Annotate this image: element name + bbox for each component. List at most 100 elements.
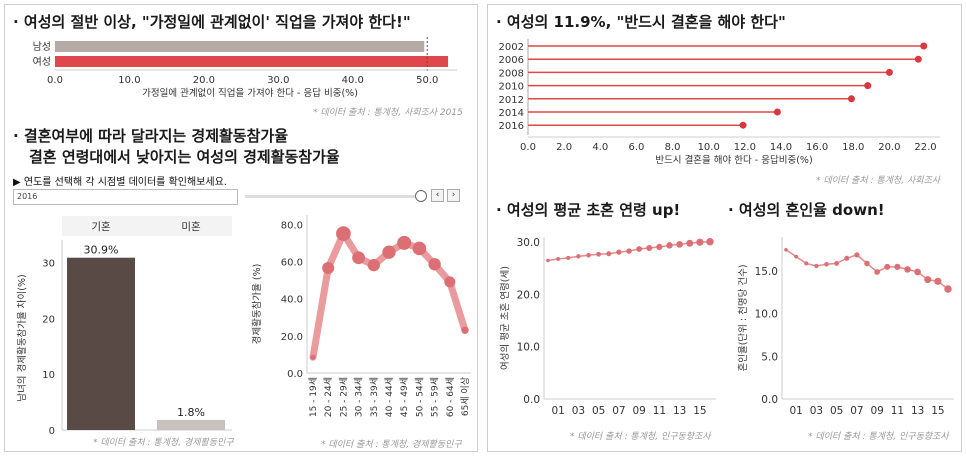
age-y-tick: 0.0 — [287, 369, 303, 380]
marriage-rate-chart: 0.0 5.0 10.0 15.0 01 03 05 07 09 11 13 15 혼인율(단위 : 천… — [737, 237, 954, 417]
marry-x-tick: 14.0 — [770, 142, 792, 153]
marry-x-tick: 4.0 — [592, 142, 608, 153]
marry-x-tick: 6.0 — [628, 142, 644, 153]
firstage-point — [666, 242, 673, 249]
marry-year-label: 2016 — [499, 121, 524, 132]
age-y-tick: 60.0 — [281, 257, 303, 268]
marry-dot — [885, 68, 893, 76]
mrate-y-tick: 0.0 — [761, 394, 778, 406]
must-marry-source: * 데이터 출처 : 통계청, 사회조사 — [816, 176, 941, 186]
age-point — [444, 276, 456, 288]
firstage-x-tick: 09 — [632, 405, 645, 417]
mrate-x-tick: 07 — [850, 405, 863, 417]
marry-dot — [773, 108, 781, 116]
marry-x-tick: 20.0 — [878, 142, 900, 153]
marry-year-label: 2012 — [499, 95, 524, 106]
year-input[interactable]: 2016 — [13, 189, 238, 205]
age-chart-source: * 데이터 출처 : 통계청, 경제활동인구 — [321, 440, 462, 450]
age-point — [322, 261, 335, 275]
marry-dot — [739, 121, 747, 129]
mrate-point — [874, 269, 881, 275]
age-x-tick: 40 - 44세 — [384, 377, 395, 417]
age-x-tick: 25 - 29세 — [338, 377, 349, 417]
marry-x-tick: 2.0 — [556, 142, 572, 153]
marry-dot — [914, 55, 922, 63]
work-category-label: 남성 — [33, 41, 51, 53]
age-point — [336, 226, 351, 241]
firstage-x-tick: 01 — [551, 405, 564, 417]
firstage-x-tick: 11 — [653, 405, 666, 417]
year-slider-handle[interactable] — [415, 190, 427, 202]
age-point — [382, 245, 396, 259]
marry-year-label: 2014 — [499, 108, 524, 119]
age-x-tick: 45 - 49세 — [399, 377, 410, 417]
age-x-tick: 65세 이상 — [460, 377, 471, 416]
marriage-rate-source: * 데이터 출처 : 통계청, 인구동향조사 — [808, 432, 949, 442]
must-marry-title: · 여성의 11.9%, "반드시 결혼을 해야 한다" — [496, 13, 786, 31]
marry-x-tick: 22.0 — [914, 142, 936, 153]
age-point — [352, 251, 366, 265]
mrate-x-tick: 11 — [891, 405, 904, 417]
mrate-x-tick: 13 — [911, 405, 924, 417]
mrate-point — [804, 261, 809, 266]
marry-x-tick: 10.0 — [698, 142, 720, 153]
first-marriage-source: * 데이터 출처 : 통계청, 인구동향조사 — [570, 432, 711, 442]
year-slider-track[interactable] — [245, 195, 419, 198]
age-y-tick: 40.0 — [281, 295, 303, 306]
prev-year-button[interactable]: ‹ — [431, 189, 444, 202]
marry-x-tick: 0.0 — [520, 142, 536, 153]
mrate-point — [934, 277, 942, 285]
marry-year-label: 2006 — [499, 55, 524, 66]
age-point — [310, 354, 316, 360]
firstage-point — [546, 258, 550, 263]
next-year-button[interactable]: › — [447, 189, 460, 202]
work-chart-title: · 여성의 절반 이상, "가정일에 관계없이' 직업을 가져야 한다!" — [13, 13, 411, 31]
firstage-point — [556, 257, 561, 261]
married-y-label: 남녀의 경제활동참가율 차이(%) — [16, 274, 28, 401]
age-x-tick: 35 - 39세 — [369, 377, 380, 417]
mrate-point — [814, 263, 819, 269]
firstage-point — [616, 249, 622, 255]
age-x-tick: 55 - 59세 — [430, 377, 441, 417]
must-marry-chart: 2002 2006 2008 2010 2012 2014 2016 0.0 2.0 4.0 6.0… — [499, 39, 940, 166]
married-vs-single-chart: 기혼 미혼 0 10 20 30 30.9% 1.8% 남녀의 경제활동참가율 차이(%) — [16, 216, 232, 437]
marry-x-tick: 16.0 — [806, 142, 828, 153]
participation-by-age-chart: 0.0 20.0 40.0 60.0 80.0 15 - 19세 20 - 24세 25 - … — [251, 215, 471, 417]
firstage-point — [626, 248, 632, 254]
firstage-x-tick: 05 — [592, 405, 605, 417]
mrate-point — [794, 254, 799, 259]
age-y-tick: 80.0 — [281, 220, 303, 231]
right-panel: · 여성의 11.9%, "반드시 결혼을 해야 한다" 2002 2006 200… — [487, 4, 962, 452]
marry-dot — [847, 95, 855, 103]
firstage-point — [696, 238, 704, 246]
work-x-tick: 0.0 — [47, 75, 63, 86]
left-panel: · 여성의 절반 이상, "가정일에 관계없이' 직업을 가져야 한다!" 남성… — [4, 4, 478, 452]
age-point — [367, 259, 380, 272]
marry-x-tick: 12.0 — [734, 142, 756, 153]
participation-title-1: · 결혼여부에 따라 달라지는 경제활동참가율 — [13, 127, 288, 145]
work-chart-source: * 데이터 출처 : 통계청, 사회조사 2015 — [313, 108, 463, 118]
marriage-rate-title: · 여성의 혼인율 down! — [728, 201, 885, 219]
firstage-x-tick: 13 — [673, 405, 686, 417]
mrate-x-tick: 05 — [830, 405, 843, 417]
age-x-tick: 15 - 19세 — [308, 377, 319, 417]
married-y-tick: 0 — [49, 426, 55, 437]
age-point — [397, 235, 412, 250]
married-y-tick: 20 — [42, 314, 55, 325]
mrate-point — [894, 263, 901, 270]
firstage-y-tick: 0.0 — [523, 394, 540, 406]
firstage-point — [656, 243, 663, 251]
marry-x-label: 반드시 결혼을 해야 한다 - 응답비중(%) — [655, 154, 812, 166]
age-x-tick: 20 - 24세 — [323, 377, 334, 417]
mrate-point — [904, 266, 911, 273]
married-y-tick: 30 — [42, 259, 55, 270]
marry-x-tick: 18.0 — [842, 142, 864, 153]
mrate-point — [854, 252, 860, 258]
work-bar — [55, 56, 449, 67]
mrate-y-tick: 5.0 — [761, 351, 778, 363]
marry-x-tick: 8.0 — [665, 142, 681, 153]
mrate-y-label: 혼인율(단위 : 천명당 건수) — [737, 264, 749, 371]
firstage-point — [586, 253, 591, 258]
age-point — [461, 326, 469, 334]
